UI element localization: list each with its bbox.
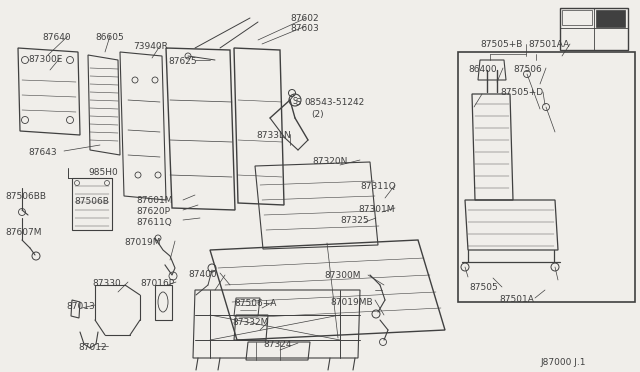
Text: 87620P: 87620P [136, 207, 170, 216]
Text: 87400: 87400 [188, 270, 216, 279]
Text: 87625: 87625 [168, 57, 196, 66]
Text: 73940R: 73940R [133, 42, 168, 51]
Text: 86605: 86605 [95, 33, 124, 42]
Text: 985H0: 985H0 [88, 168, 118, 177]
Text: J87000 J.1: J87000 J.1 [540, 358, 586, 367]
Text: 8733LN: 8733LN [256, 131, 291, 140]
Text: 87505: 87505 [469, 283, 498, 292]
Bar [596, 10, 625, 27]
Text: (2): (2) [311, 110, 324, 119]
Text: 87016P: 87016P [140, 279, 174, 288]
Text: S: S [296, 98, 301, 107]
Text: 08543-51242: 08543-51242 [304, 98, 364, 107]
Bar [458, 52, 635, 302]
Text: 87019M: 87019M [124, 238, 161, 247]
Text: 86400: 86400 [468, 65, 497, 74]
Text: 87330: 87330 [92, 279, 121, 288]
Text: 87643: 87643 [28, 148, 56, 157]
Text: 87506: 87506 [513, 65, 541, 74]
Text: 87601M: 87601M [136, 196, 173, 205]
Text: 87607M: 87607M [5, 228, 42, 237]
Text: S: S [292, 97, 298, 106]
Text: 87506B: 87506B [74, 197, 109, 206]
Text: 87300E: 87300E [28, 55, 62, 64]
Text: 87506BB: 87506BB [5, 192, 46, 201]
Bar [72, 178, 112, 230]
Text: 87311Q: 87311Q [360, 182, 396, 191]
Text: 87505+D: 87505+D [500, 88, 543, 97]
Text: 87506+A: 87506+A [234, 299, 276, 308]
Text: 87640: 87640 [42, 33, 70, 42]
Text: 87611Q: 87611Q [136, 218, 172, 227]
Text: 87300M: 87300M [324, 271, 360, 280]
Text: 87019MB: 87019MB [330, 298, 372, 307]
Text: 87301M: 87301M [358, 205, 394, 214]
Text: 87320N: 87320N [312, 157, 348, 166]
Text: 87324: 87324 [263, 340, 291, 349]
Text: 87505+B: 87505+B [480, 40, 522, 49]
Text: 87501AA: 87501AA [528, 40, 569, 49]
Text: 87332M: 87332M [232, 318, 268, 327]
Text: 87501A: 87501A [499, 295, 534, 304]
Text: 87325: 87325 [340, 216, 369, 225]
Text: 87012: 87012 [78, 343, 107, 352]
Text: 87013: 87013 [66, 302, 95, 311]
Text: 87603: 87603 [290, 24, 319, 33]
Text: 87602: 87602 [290, 14, 319, 23]
